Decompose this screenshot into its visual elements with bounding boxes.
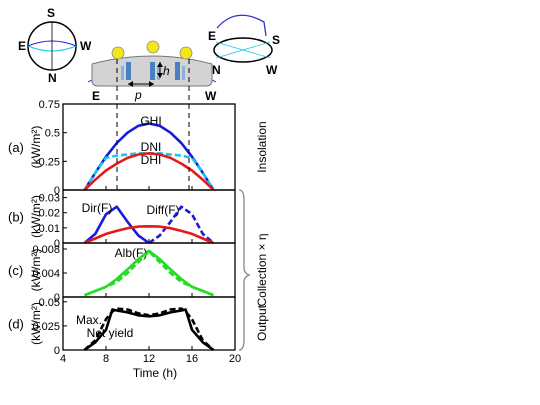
right-globe-W: W	[266, 63, 278, 77]
y-tick-label: 0.01	[39, 223, 60, 235]
series-line-2	[83, 152, 215, 191]
y-tick-label: 0	[54, 185, 60, 197]
collection-label: Collection × η	[255, 233, 269, 306]
y-tick-label: 0.025	[32, 321, 60, 333]
module-east-label: E	[92, 89, 100, 103]
pitch-label: p	[134, 88, 142, 102]
left-globe-S: S	[47, 6, 55, 20]
y-axis-label: (kW/m²)	[29, 195, 43, 238]
right-globe-S: S	[272, 33, 280, 47]
left-globe: S N E W	[18, 6, 92, 85]
series-line-2	[84, 225, 215, 245]
side-label: Output	[255, 304, 269, 341]
series-line-1	[84, 250, 214, 297]
series-line-1	[148, 205, 215, 245]
series-label: Dir(F)	[82, 201, 113, 215]
y-axis-label: (kW/m²)	[29, 302, 43, 345]
series-label: GHI	[140, 114, 161, 128]
panel-1: 0 0.01 0.02 0.03 Dir(F) Diff(F) (b) (kW/m²)	[8, 189, 236, 250]
left-globe-N: N	[48, 71, 57, 85]
y-tick-label: 0.25	[39, 156, 60, 168]
x-axis-label: Time (h)	[133, 366, 177, 380]
series-label: DHI	[141, 153, 162, 167]
y-tick-label: 0	[54, 292, 60, 304]
series-label: DNI	[141, 140, 162, 154]
series-label: Diff(F)	[146, 203, 179, 217]
y-tick-label: 0	[54, 238, 60, 250]
y-axis-label: (kW/m²)	[29, 126, 43, 169]
y-tick-label: 0.02	[39, 208, 60, 220]
series-label: Alb(F)	[115, 246, 148, 260]
module-west-label: W	[205, 89, 217, 103]
right-globe-E: E	[208, 29, 216, 43]
left-globe-E: E	[18, 39, 26, 53]
y-tick-label: 0.008	[32, 244, 60, 256]
side-label: Insolation	[255, 121, 269, 172]
left-globe-W: W	[80, 39, 92, 53]
y-tick-label: 0.004	[32, 268, 60, 280]
right-globe: E S N W	[208, 14, 280, 77]
panel-2: 0 0.004 0.008 Alb(F) (c) (kW/m²)	[8, 242, 236, 304]
series-label: Max.	[76, 313, 102, 327]
right-globe-N: N	[212, 63, 221, 77]
series-line-0	[83, 205, 150, 245]
panel-label: (c)	[8, 263, 23, 278]
series-label: Net yield	[87, 326, 134, 340]
x-tick-label: 8	[103, 353, 109, 365]
panel-label: (b)	[8, 210, 24, 225]
y-tick-label: 0.05	[39, 297, 60, 309]
y-tick-label: 0.5	[45, 128, 60, 140]
y-axis-label: (kW/m²)	[29, 249, 43, 292]
y-tick-label: 0.03	[39, 193, 60, 205]
panel-label: (a)	[8, 140, 24, 155]
module-diagram: E W p h	[87, 40, 217, 103]
x-tick-label: 4	[60, 353, 66, 365]
height-label: h	[163, 64, 170, 78]
x-tick-label: 16	[186, 353, 198, 365]
y-tick-label: 0.75	[39, 99, 60, 111]
x-tick-label: 12	[143, 353, 155, 365]
x-tick-label: 20	[229, 353, 241, 365]
series-line-1	[83, 308, 215, 352]
y-tick-label: 0	[54, 345, 60, 357]
panel-3: 0 0.025 0.05 Max.Net yield (d) (kW/m²) Output	[8, 296, 269, 357]
panel-label: (d)	[8, 317, 24, 332]
